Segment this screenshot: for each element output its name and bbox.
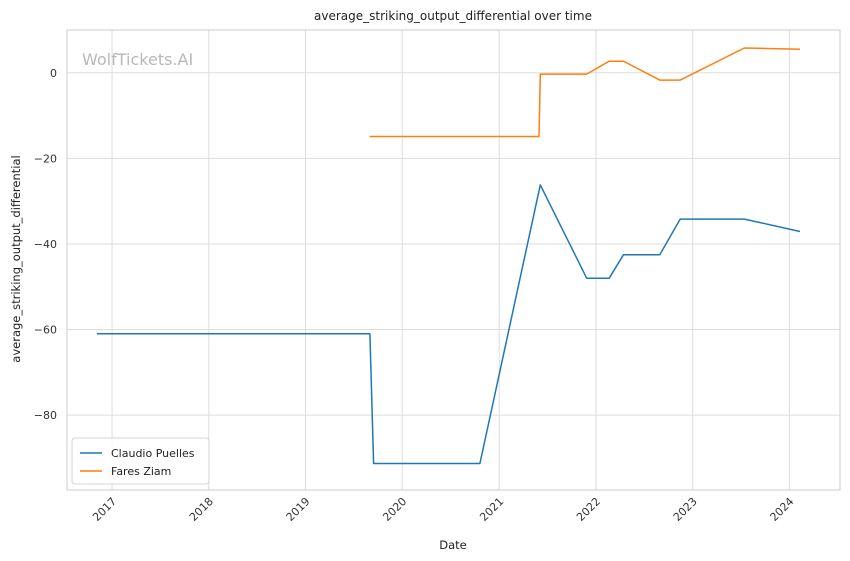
y-axis-ticks: 0 −20 −40 −60 −80 — [34, 67, 57, 422]
watermark-text: WolfTickets.AI — [82, 50, 193, 69]
legend-label-fares-ziam: Fares Ziam — [111, 465, 171, 478]
y-tick-label: −40 — [34, 238, 57, 251]
series-line-fares-ziam — [369, 47, 801, 138]
series-lines — [96, 47, 801, 465]
y-tick-label: −20 — [34, 152, 57, 165]
y-axis-title: average_striking_output_differential — [9, 155, 23, 362]
grid-lines — [67, 30, 840, 490]
legend-label-claudio-puelles: Claudio Puelles — [111, 447, 195, 460]
legend-box — [71, 437, 210, 485]
series-line-claudio-puelles — [96, 184, 801, 465]
plot-area-frame — [66, 29, 841, 491]
y-tick-label: 0 — [50, 67, 57, 80]
y-tick-label: −80 — [34, 409, 57, 422]
chart-title: average_striking_output_differential ove… — [314, 9, 592, 23]
legend: Claudio Puelles Fares Ziam — [71, 437, 210, 485]
y-tick-label: −60 — [34, 324, 57, 337]
x-axis-title: Date — [439, 538, 467, 552]
